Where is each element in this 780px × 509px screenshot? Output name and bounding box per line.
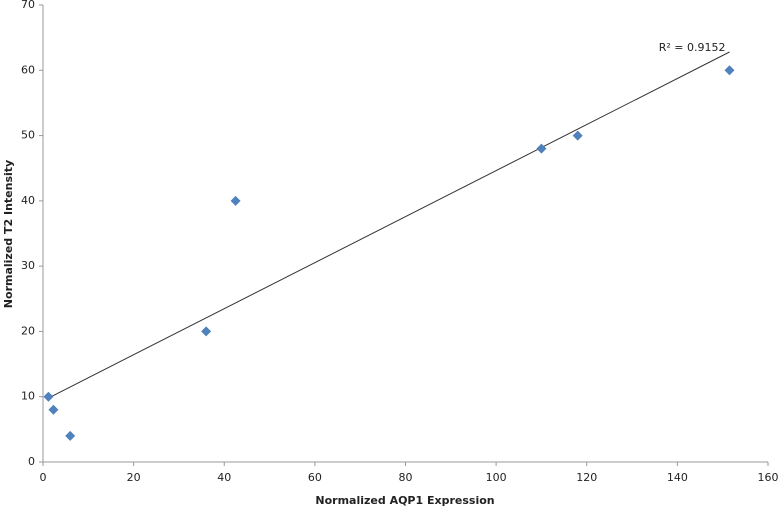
point <box>65 430 76 441</box>
x-tick-label: 120 <box>576 471 597 484</box>
x-tick-label: 60 <box>308 471 322 484</box>
point <box>230 195 241 206</box>
y-tick-label: 50 <box>21 129 35 142</box>
x-tick-label: 0 <box>40 471 47 484</box>
x-tick-label: 100 <box>486 471 507 484</box>
y-tick-label: 0 <box>28 455 35 468</box>
y-tick-label: 30 <box>21 259 35 272</box>
point <box>48 404 59 415</box>
x-tick-label: 140 <box>667 471 688 484</box>
x-axis-title: Normalized AQP1 Expression <box>315 494 494 507</box>
trendline <box>48 51 730 399</box>
point <box>536 143 547 154</box>
point <box>201 326 212 337</box>
x-tick-label: 20 <box>127 471 141 484</box>
y-tick-label: 40 <box>21 194 35 207</box>
y-tick-label: 70 <box>21 0 35 11</box>
x-tick-label: 160 <box>758 471 779 484</box>
y-tick-label: 60 <box>21 63 35 76</box>
y-axis-title: Normalized T2 Intensity <box>2 160 15 308</box>
x-tick-label: 80 <box>399 471 413 484</box>
trendline-label: R² = 0.9152 <box>659 41 726 54</box>
y-tick-label: 20 <box>21 324 35 337</box>
point <box>724 65 735 76</box>
y-tick-label: 10 <box>21 390 35 403</box>
point <box>572 130 583 141</box>
x-tick-label: 40 <box>217 471 231 484</box>
point <box>43 391 54 402</box>
